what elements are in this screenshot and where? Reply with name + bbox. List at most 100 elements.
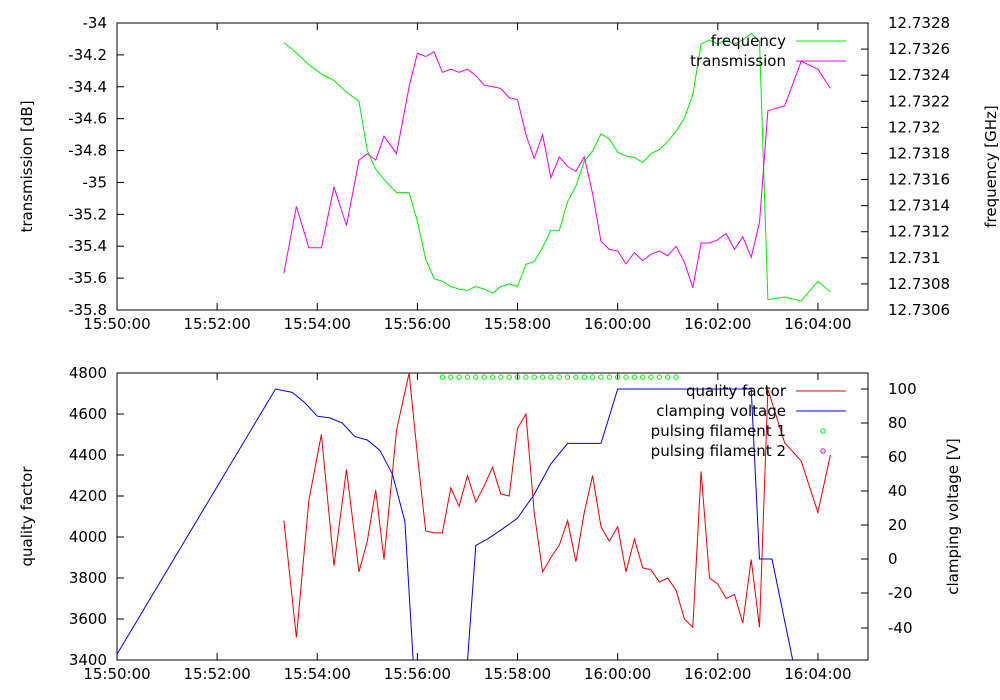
data-point bbox=[531, 374, 537, 380]
data-point bbox=[498, 374, 504, 380]
data-point bbox=[473, 374, 479, 380]
y-right-tick-label: 0 bbox=[888, 550, 898, 568]
series-group-1 bbox=[283, 32, 831, 302]
data-point bbox=[456, 374, 462, 380]
data-point bbox=[573, 374, 579, 380]
data-point bbox=[640, 374, 646, 380]
y-left-axis-label: quality factor bbox=[18, 466, 36, 567]
y-left-tick-label: 3400 bbox=[69, 651, 107, 669]
y-right-tick-label: 12.732 bbox=[888, 118, 941, 136]
data-point bbox=[606, 374, 613, 380]
y-left-tick-label: -34.2 bbox=[68, 46, 107, 64]
y-right-tick-label: 12.7314 bbox=[888, 197, 950, 215]
legend-label: quality factor bbox=[686, 382, 787, 400]
y-left-tick-label: -34.8 bbox=[68, 142, 107, 160]
legend-label: transmission bbox=[690, 52, 786, 70]
x-tick-label: 15:50:00 bbox=[83, 665, 150, 683]
y-left-tick-label: 3600 bbox=[69, 610, 107, 628]
x-tick-label: 15:52:00 bbox=[183, 665, 250, 683]
data-point bbox=[589, 374, 596, 380]
legend-marker bbox=[820, 448, 826, 454]
data-point bbox=[481, 374, 487, 380]
data-point bbox=[631, 374, 638, 380]
series-line bbox=[283, 32, 831, 302]
data-point bbox=[564, 374, 571, 380]
data-point bbox=[506, 374, 512, 380]
y-left-tick-label: -34.4 bbox=[68, 78, 107, 96]
y-right-axis-label: clamping voltage [V] bbox=[944, 438, 962, 594]
data-point bbox=[448, 374, 454, 380]
y-left-tick-label: -35.8 bbox=[68, 301, 107, 319]
y-right-tick-label: 60 bbox=[888, 448, 907, 466]
data-point bbox=[656, 374, 663, 380]
y-right-tick-label: 12.7328 bbox=[888, 14, 950, 32]
y-left-tick-label: -35 bbox=[83, 173, 108, 191]
x-tick-label: 15:52:00 bbox=[183, 315, 250, 333]
y-left-tick-label: -35.4 bbox=[68, 237, 107, 255]
plot-frame-1 bbox=[116, 22, 869, 311]
y-left-tick-label: -34 bbox=[83, 14, 108, 32]
y-right-tick-label: 12.7312 bbox=[888, 223, 950, 241]
y-right-tick-label: 12.731 bbox=[888, 249, 941, 267]
x-tick-label: 16:02:00 bbox=[684, 665, 751, 683]
y-left-axis-label: transmission [dB] bbox=[18, 100, 36, 232]
legend-label: pulsing filament 2 bbox=[651, 442, 786, 460]
y-right-tick-label: 12.7306 bbox=[888, 301, 950, 319]
data-point bbox=[665, 374, 671, 380]
y-right-tick-label: 12.7318 bbox=[888, 144, 950, 162]
legend-label: pulsing filament 1 bbox=[651, 422, 786, 440]
plot-frame-2 bbox=[116, 372, 869, 661]
legend-marker bbox=[820, 428, 826, 434]
y-left-tick-label: 4400 bbox=[69, 446, 107, 464]
y-right-axis-label: frequency [GHz] bbox=[982, 105, 1000, 227]
y-right-tick-label: 20 bbox=[888, 516, 907, 534]
data-point bbox=[673, 374, 679, 380]
x-tick-label: 15:54:00 bbox=[284, 665, 351, 683]
x-tick-label: 15:58:00 bbox=[484, 315, 551, 333]
x-tick-label: 15:58:00 bbox=[484, 665, 551, 683]
x-tick-label: 16:04:00 bbox=[784, 315, 851, 333]
y-left-tick-label: 4000 bbox=[69, 528, 107, 546]
data-point bbox=[556, 374, 562, 380]
y-left-tick-label: -35.2 bbox=[68, 205, 107, 223]
data-point bbox=[514, 374, 521, 380]
x-tick-label: 15:56:00 bbox=[384, 665, 451, 683]
y-right-tick-label: 12.7322 bbox=[888, 92, 950, 110]
x-tick-label: 15:54:00 bbox=[284, 315, 351, 333]
y-right-tick-label: 40 bbox=[888, 482, 907, 500]
y-left-tick-label: 4800 bbox=[69, 364, 107, 382]
data-point bbox=[539, 374, 546, 380]
y-right-tick-label: 12.7326 bbox=[888, 40, 950, 58]
y-left-tick-label: 3800 bbox=[69, 569, 107, 587]
data-point bbox=[439, 374, 446, 380]
data-point bbox=[523, 374, 529, 380]
y-left-tick-label: -35.6 bbox=[68, 269, 107, 287]
y-right-tick-label: -40 bbox=[888, 619, 913, 637]
y-right-tick-label: 12.7316 bbox=[888, 171, 950, 189]
y-right-tick-label: -20 bbox=[888, 584, 913, 602]
x-tick-label: 15:56:00 bbox=[384, 315, 451, 333]
y-right-tick-label: 80 bbox=[888, 414, 907, 432]
x-tick-label: 16:00:00 bbox=[584, 315, 651, 333]
data-point bbox=[581, 374, 587, 380]
data-point bbox=[548, 374, 554, 380]
data-point bbox=[464, 374, 471, 380]
data-point bbox=[489, 374, 496, 380]
x-tick-label: 16:02:00 bbox=[684, 315, 751, 333]
y-left-tick-label: 4600 bbox=[69, 405, 107, 423]
x-tick-label: 15:50:00 bbox=[83, 315, 150, 333]
y-left-tick-label: -34.6 bbox=[68, 110, 107, 128]
x-tick-label: 16:00:00 bbox=[584, 665, 651, 683]
legend-label: clamping voltage bbox=[656, 402, 786, 420]
series-line bbox=[283, 50, 831, 288]
y-left-tick-label: 4200 bbox=[69, 487, 107, 505]
legend-label: frequency bbox=[711, 32, 786, 50]
data-point bbox=[598, 374, 604, 380]
series-group-2 bbox=[117, 373, 831, 660]
y-right-tick-label: 12.7308 bbox=[888, 275, 950, 293]
x-tick-label: 16:04:00 bbox=[784, 665, 851, 683]
data-point bbox=[614, 374, 621, 380]
y-right-tick-label: 12.7324 bbox=[888, 66, 950, 84]
data-point bbox=[648, 374, 654, 380]
